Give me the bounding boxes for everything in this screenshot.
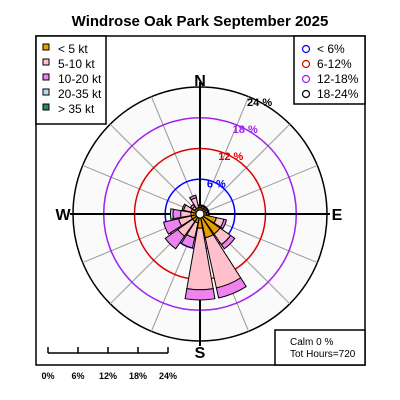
plot-frame [35,35,366,366]
frequency-label: < 6% [317,42,345,56]
speed-label: 5-10 kt [58,57,95,71]
spoke-line [109,123,201,215]
scale-label: 18% [129,371,147,381]
cardinal-e: E [332,207,343,224]
cardinal-s: S [195,345,206,362]
speed-swatch [42,43,50,51]
petal-segment [169,208,174,220]
petal-segment [189,203,196,210]
frequency-swatch [301,74,311,84]
calm-center [195,209,205,219]
petal-segment [172,208,182,220]
frequency-legend: < 6%6-12%12-18%18-24% [293,35,366,105]
petal-segment [215,277,247,299]
calm-text: Calm 0 % [290,337,333,348]
frequency-swatch [301,44,311,54]
hours-text: Tot Hours=720 [290,349,356,360]
ring-label: 24 % [247,97,272,109]
petal-segment [219,218,228,230]
frequency-swatch [301,89,311,99]
ring-label: 6 % [207,178,226,190]
petal-segment [180,233,196,249]
petal-segment [181,203,187,211]
speed-label: 20-35 kt [58,87,102,101]
wind-petals [162,194,247,301]
cardinal-n: N [194,73,206,90]
scale-label: 6% [71,371,84,381]
frequency-swatch [301,59,311,69]
petal-segment [184,288,216,301]
speed-swatch [42,73,50,81]
ring-label: 18 % [233,124,258,136]
frequency-label: 12-18% [317,72,359,86]
spoke-line [199,164,318,215]
scale-label: 12% [99,371,117,381]
frequency-label: 6-12% [317,57,352,71]
scale-label: 0% [41,371,54,381]
petal-segment [164,228,186,250]
scale-label: 24% [159,371,177,381]
speed-label: < 5 kt [58,42,88,56]
speed-swatch [42,103,50,111]
scale-bar: 0% 6% 12% 18% 24% [41,347,177,381]
spoke-line [82,164,201,215]
speed-label: > 35 kt [58,102,95,116]
petal-segment [197,204,203,207]
spoke-line [150,96,201,215]
speed-swatch [42,58,50,66]
petal-segment [162,218,183,235]
calm-box: Calm 0 % Tot Hours=720 [274,329,366,366]
speed-label: 10-20 kt [58,72,102,86]
cardinal-w: W [55,207,71,224]
chart-title: Windrose Oak Park September 2025 [72,13,329,30]
speed-swatch [42,88,50,96]
petal-segment [220,234,236,250]
ring-labels: 6 % 12 % 18 % 24 % [207,97,273,190]
petal-segment [188,194,197,201]
frequency-label: 18-24% [317,87,359,101]
ring-label: 12 % [218,151,243,163]
spoke-line [199,96,250,215]
petal-segment [207,211,210,217]
spoke-line [199,123,291,215]
